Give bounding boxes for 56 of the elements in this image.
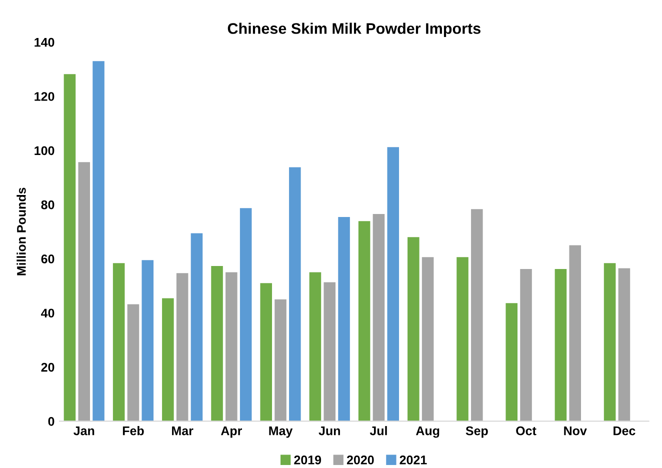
- y-tick-label: 120: [34, 92, 54, 101]
- bar: [112, 263, 125, 422]
- y-axis-title: Million Pounds: [16, 188, 26, 276]
- chart-title: Chinese Skim Milk Powder Imports: [228, 22, 480, 37]
- bar: [520, 269, 532, 422]
- bar: [162, 298, 174, 422]
- bar: [226, 272, 238, 422]
- bar: [309, 272, 322, 422]
- bar: [569, 245, 582, 422]
- bar: [604, 263, 616, 422]
- y-tick-label: 140: [34, 38, 54, 47]
- bar: [240, 208, 252, 422]
- legend-label: 2021: [400, 456, 427, 464]
- bar: [289, 167, 301, 422]
- bar: [372, 214, 385, 422]
- bar: [408, 237, 420, 422]
- legend-label: 2020: [346, 456, 374, 464]
- y-tick-label: 20: [41, 362, 54, 372]
- bar: [471, 209, 483, 422]
- x-tick-label: Dec: [614, 426, 636, 436]
- y-tick-label: 80: [41, 200, 54, 210]
- y-tick-label: 0: [48, 417, 54, 426]
- y-tick-label: 100: [34, 146, 54, 156]
- y-tick-label: 40: [41, 308, 54, 318]
- bar: [387, 147, 400, 422]
- x-tick-label: Aug: [416, 426, 440, 438]
- y-tick-label: 60: [41, 254, 54, 264]
- bar: [92, 61, 104, 422]
- bar: [260, 283, 272, 422]
- x-tick-label: Jun: [318, 426, 340, 436]
- bar: [618, 268, 630, 422]
- bar: [456, 257, 468, 422]
- x-tick-label: Nov: [564, 426, 587, 436]
- bar: [78, 162, 90, 422]
- bar: [211, 266, 223, 422]
- x-tick-label: Jan: [74, 426, 94, 436]
- x-tick-label: Sep: [466, 426, 488, 438]
- bar: [127, 304, 140, 422]
- bar: [274, 299, 286, 422]
- bar: [506, 303, 518, 422]
- bar: [142, 260, 154, 422]
- x-tick-label: Mar: [172, 426, 194, 436]
- x-tick-label: Jul: [370, 426, 387, 436]
- bar: [554, 269, 567, 422]
- legend-label: 2019: [294, 456, 322, 464]
- bar: [422, 257, 434, 422]
- bar: [338, 217, 350, 422]
- x-tick-label: Oct: [516, 426, 536, 436]
- bar: [324, 282, 336, 422]
- x-tick-label: May: [269, 426, 293, 438]
- bar: [176, 273, 188, 422]
- bar: [358, 221, 370, 422]
- bar: [64, 74, 76, 422]
- bar: [190, 233, 203, 422]
- x-tick-label: Apr: [220, 426, 242, 438]
- x-tick-label: Feb: [122, 426, 144, 436]
